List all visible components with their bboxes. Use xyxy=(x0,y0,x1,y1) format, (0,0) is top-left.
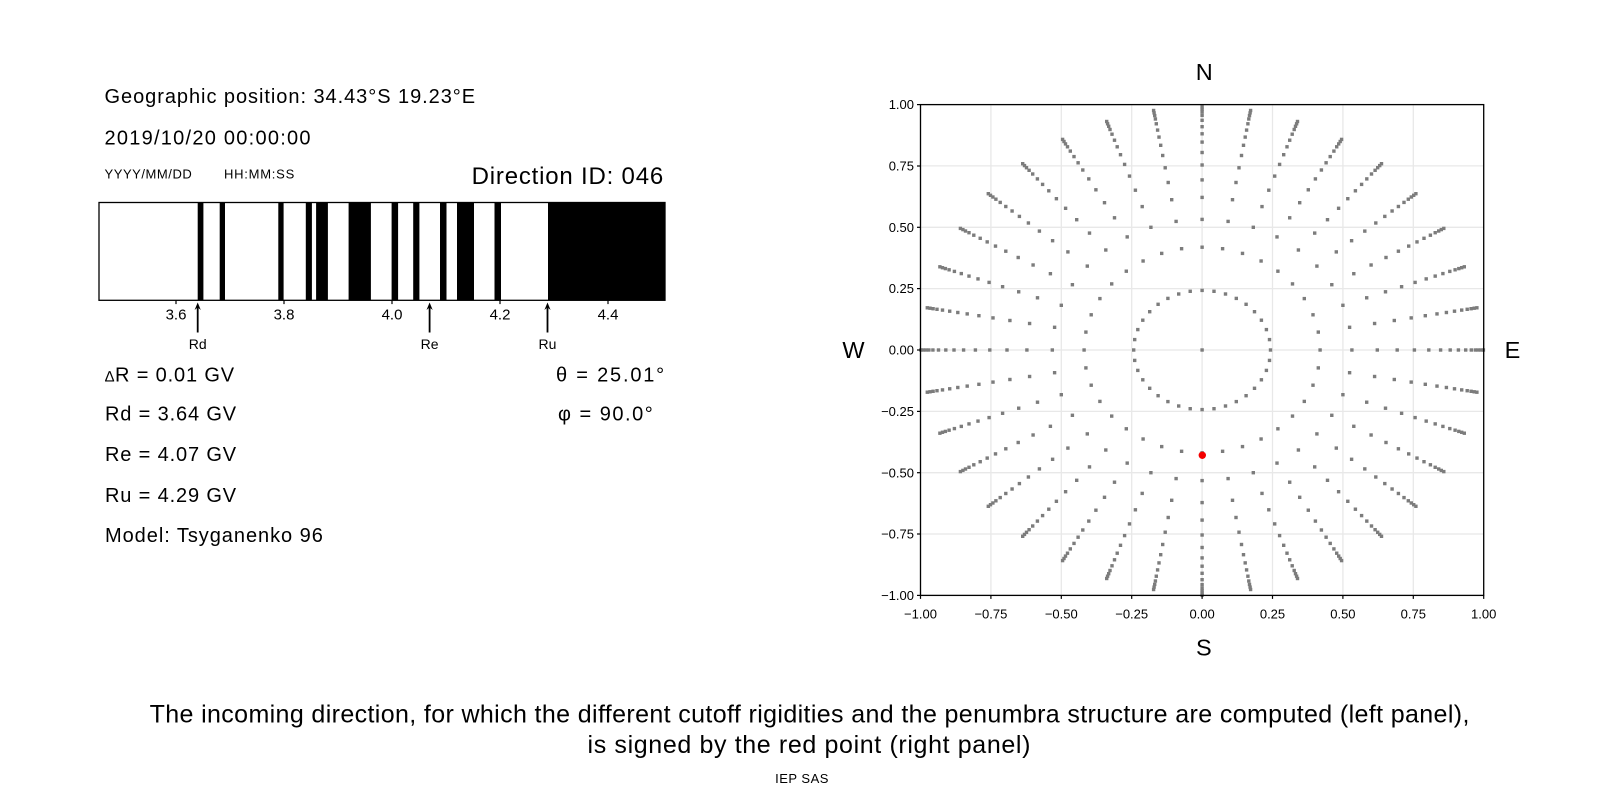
svg-text:−0.25: −0.25 xyxy=(881,404,914,419)
svg-text:2019/10/20 00:00:00: 2019/10/20 00:00:00 xyxy=(105,128,312,150)
svg-text:0.50: 0.50 xyxy=(1330,607,1355,622)
svg-text:1.00: 1.00 xyxy=(1471,607,1496,622)
svg-text:E: E xyxy=(1505,337,1521,363)
svg-text:−0.25: −0.25 xyxy=(1115,607,1148,622)
svg-text:0.00: 0.00 xyxy=(1189,607,1214,622)
svg-text:Re: Re xyxy=(421,336,439,352)
svg-text:−0.75: −0.75 xyxy=(881,527,914,542)
svg-text:θ = 25.01°: θ = 25.01° xyxy=(556,365,666,387)
svg-text:−0.50: −0.50 xyxy=(881,465,914,480)
svg-text:N: N xyxy=(1196,59,1213,85)
svg-text:0.75: 0.75 xyxy=(889,159,914,174)
svg-text:−1.00: −1.00 xyxy=(881,588,914,603)
svg-text:Ru = 4.29 GV: Ru = 4.29 GV xyxy=(105,485,237,507)
svg-text:−0.75: −0.75 xyxy=(974,607,1007,622)
svg-text:Re = 4.07 GV: Re = 4.07 GV xyxy=(105,444,237,466)
svg-text:φ = 90.0°: φ = 90.0° xyxy=(558,404,654,426)
svg-text:0.00: 0.00 xyxy=(889,343,914,358)
svg-text:0.25: 0.25 xyxy=(1260,607,1285,622)
svg-text:Direction ID: 046: Direction ID: 046 xyxy=(472,163,664,190)
svg-text:YYYY/MM/DD: YYYY/MM/DD xyxy=(105,167,193,182)
svg-text:S: S xyxy=(1196,635,1212,661)
svg-text:Rd = 3.64 GV: Rd = 3.64 GV xyxy=(105,404,237,426)
svg-text:1.00: 1.00 xyxy=(889,97,914,112)
svg-text:0.25: 0.25 xyxy=(889,281,914,296)
svg-text:3.6: 3.6 xyxy=(166,307,187,324)
svg-text:IEP SAS: IEP SAS xyxy=(775,771,829,786)
svg-text:∆R = 0.01 GV: ∆R = 0.01 GV xyxy=(105,365,235,387)
svg-text:W: W xyxy=(842,337,865,363)
svg-text:Ru: Ru xyxy=(539,336,557,352)
svg-text:HH:MM:SS: HH:MM:SS xyxy=(224,167,295,182)
svg-text:0.75: 0.75 xyxy=(1401,607,1426,622)
svg-text:0.50: 0.50 xyxy=(889,220,914,235)
svg-text:is signed by the red point (ri: is signed by the red point (right panel) xyxy=(588,731,1032,759)
svg-text:3.8: 3.8 xyxy=(274,307,295,324)
svg-text:Geographic position: 34.43°S 1: Geographic position: 34.43°S 19.23°E xyxy=(105,86,477,108)
svg-text:4.0: 4.0 xyxy=(382,307,403,324)
svg-text:4.4: 4.4 xyxy=(598,307,619,324)
svg-text:4.2: 4.2 xyxy=(490,307,511,324)
svg-text:−1.00: −1.00 xyxy=(904,607,937,622)
svg-text:−0.50: −0.50 xyxy=(1045,607,1078,622)
svg-text:The incoming direction, for wh: The incoming direction, for which the di… xyxy=(150,700,1470,728)
svg-text:Rd: Rd xyxy=(189,336,207,352)
svg-text:Model: Tsyganenko 96: Model: Tsyganenko 96 xyxy=(105,525,324,547)
